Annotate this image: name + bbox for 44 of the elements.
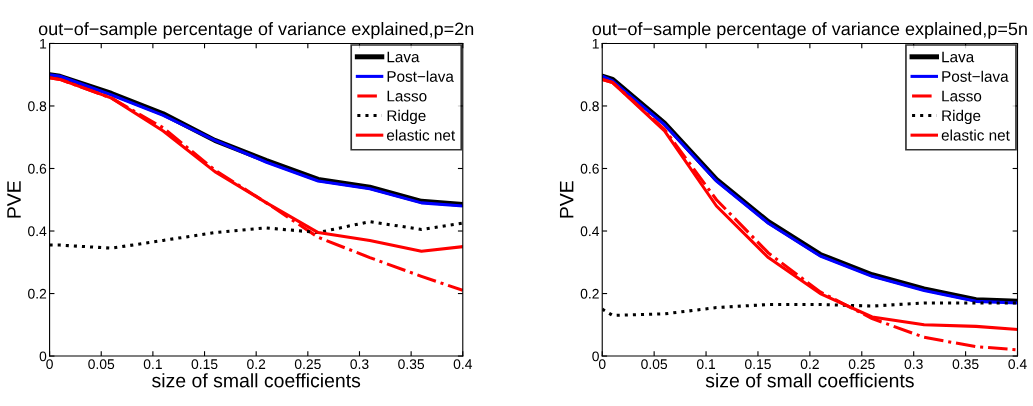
y-tick-label: 0.8: [28, 101, 47, 112]
legend-label: Ridge: [942, 109, 981, 125]
x-tick-label: 0.1: [696, 359, 716, 370]
x-tick-label: 0.4: [453, 359, 473, 370]
x-tick-label: 0.3: [904, 359, 923, 370]
y-axis-title: PVE: [559, 181, 574, 218]
y-tick-label: 0.2: [580, 288, 599, 299]
x-tick-label: 0.15: [191, 359, 218, 370]
y-tick-label: 0: [39, 351, 47, 362]
y-tick-label: 0.4: [28, 226, 47, 237]
y-tick-label: 1: [40, 38, 47, 49]
y-tick-label: 1: [592, 38, 599, 49]
legend-label: Ridge: [387, 109, 426, 125]
x-tick-label: 0.2: [800, 359, 819, 370]
y-tick-label: 0.4: [580, 226, 600, 237]
y-axis-title: PVE: [7, 181, 21, 218]
legend-label: Post−lava: [942, 70, 1009, 82]
chart-title: out−of−sample percentage of variance explained,p=2n: [38, 22, 474, 39]
y-tick-label: 0.6: [580, 163, 599, 174]
x-tick-label: 0.15: [744, 359, 771, 370]
x-axis-title: size of small coefficients: [705, 373, 914, 388]
chart-title: out−of−sample percentage of variance explained,p=5n: [592, 22, 1027, 39]
x-tick-label: 0.25: [848, 359, 875, 370]
legend-label: elastic net: [941, 129, 1010, 141]
legend-label: Post−lava: [387, 70, 454, 82]
y-tick-label: 0: [592, 351, 599, 362]
legend-label: Lava: [942, 51, 975, 63]
x-tick-label: 0.05: [641, 359, 668, 370]
x-tick-label: 0.1: [143, 359, 162, 370]
x-tick-label: 0.25: [294, 359, 321, 370]
x-tick-label: 0.2: [247, 359, 266, 370]
x-tick-label: 0.05: [88, 359, 115, 370]
x-tick-label: 0.35: [398, 359, 425, 370]
x-axis-title: size of small coefficients: [152, 373, 361, 388]
legend-label: Lasso: [387, 90, 427, 102]
x-tick-label: 0.4: [1008, 359, 1027, 370]
x-tick-label: 0.3: [350, 359, 369, 370]
y-tick-label: 0.6: [28, 163, 47, 174]
y-tick-label: 0.2: [28, 288, 47, 299]
legend-label: elastic net: [387, 129, 456, 141]
y-tick-label: 0.8: [580, 101, 599, 112]
x-tick-label: 0.35: [952, 359, 979, 370]
legend-label: Lava: [387, 51, 420, 63]
legend-label: Lasso: [942, 90, 982, 102]
